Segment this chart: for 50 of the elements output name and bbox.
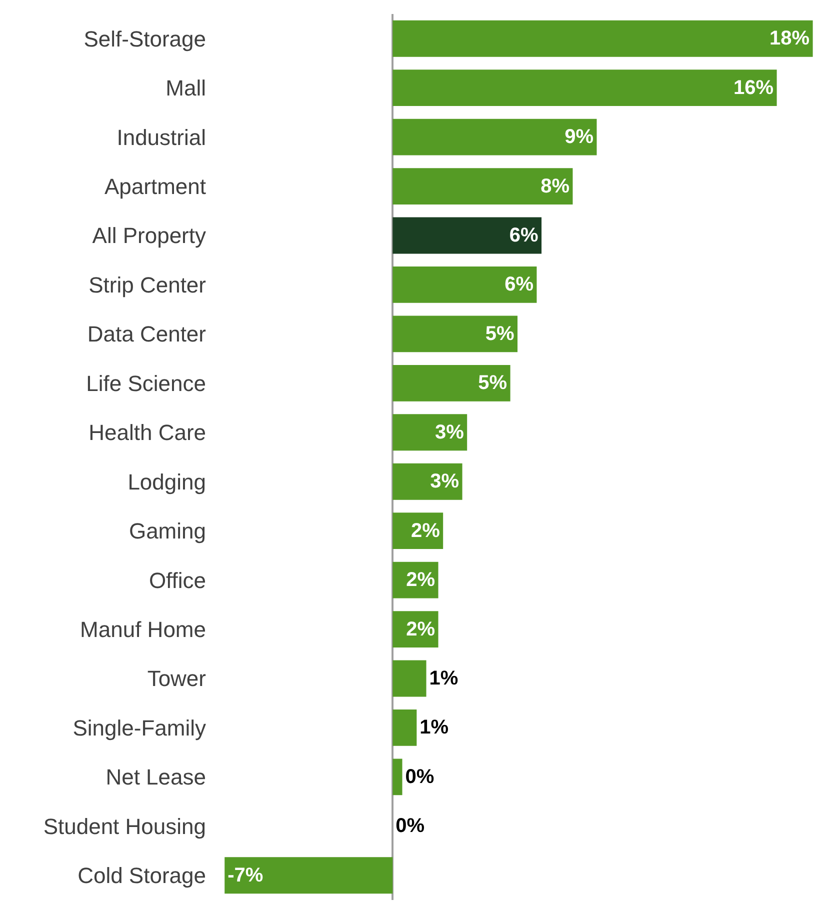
y-tick-label: Mall: [166, 76, 206, 101]
bar: [392, 266, 537, 303]
data-label: 6%: [504, 274, 534, 296]
y-tick-label: Student Housing: [43, 814, 206, 839]
y-tick-label: Tower: [147, 666, 206, 692]
data-label: 6%: [509, 224, 539, 246]
bar: [392, 168, 573, 204]
data-label: 1%: [420, 716, 449, 739]
data-label: 8%: [540, 175, 570, 198]
y-tick-label: Industrial: [116, 124, 206, 150]
bar: [392, 364, 510, 402]
y-tick-label: Gaming: [128, 518, 206, 544]
bar: [224, 857, 393, 894]
bar: [392, 463, 462, 500]
bar: [392, 710, 417, 746]
bar: [392, 660, 426, 697]
y-tick-label: Cold Storage: [78, 863, 206, 888]
y-tick-label: Strip Center: [88, 272, 206, 298]
bar: [392, 414, 468, 451]
bar: [392, 118, 597, 156]
y-tick-label: Apartment: [104, 174, 206, 199]
data-label: 2%: [406, 569, 436, 592]
data-label: 2%: [406, 618, 436, 640]
y-tick-label: Manuf Home: [80, 616, 206, 642]
y-tick-label: Single-Family: [72, 715, 206, 740]
y-tick-label: Health Care: [88, 420, 206, 446]
data-label: 18%: [770, 28, 810, 50]
y-tick-label: Data Center: [87, 322, 206, 347]
bar: [392, 758, 402, 796]
data-label: 5%: [478, 372, 508, 394]
y-tick-label: Life Science: [86, 370, 206, 396]
y-tick-label: Lodging: [128, 469, 206, 494]
y-tick-label: All Property: [92, 223, 206, 248]
data-label: -7%: [228, 864, 264, 886]
y-tick-label: Office: [148, 568, 206, 593]
data-label: 16%: [734, 76, 774, 99]
y-tick-label: Net Lease: [106, 764, 206, 790]
data-label: 0%: [396, 815, 425, 838]
data-label: 2%: [410, 520, 440, 542]
bar: [392, 20, 813, 57]
data-label: 0%: [405, 766, 434, 788]
data-label: 9%: [564, 126, 594, 148]
data-label: 3%: [430, 470, 460, 493]
bar: [392, 70, 777, 106]
y-tick-label: Self-Storage: [84, 26, 206, 52]
data-label: 1%: [429, 668, 458, 690]
data-label: 5%: [485, 322, 514, 345]
bar: [392, 316, 518, 352]
data-label: 3%: [434, 421, 464, 444]
bar: [392, 217, 542, 254]
